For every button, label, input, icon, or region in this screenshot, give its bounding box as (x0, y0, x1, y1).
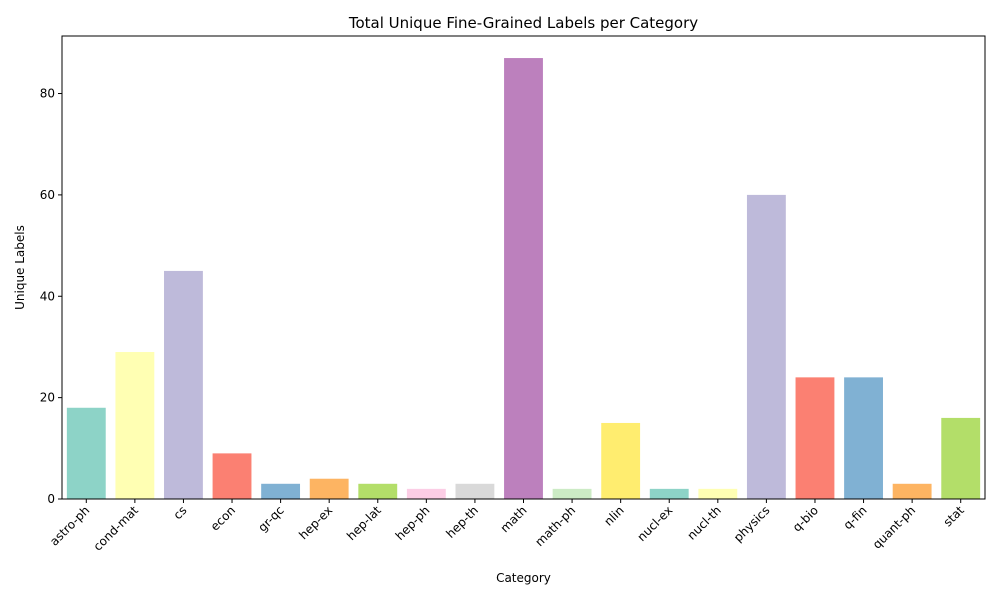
x-tick-label: physics (731, 503, 773, 545)
bar-econ (212, 453, 252, 499)
x-tick-label: hep-ex (296, 503, 335, 542)
x-tick-label: nucl-ex (635, 503, 676, 544)
bar-cs (164, 270, 203, 499)
x-tick-label: nucl-th (684, 503, 723, 542)
x-tick-label: nlin (601, 503, 626, 528)
bars-group (66, 58, 981, 500)
bar-hep-lat (358, 483, 398, 499)
bar-nucl-ex (649, 488, 689, 499)
bar-physics (746, 194, 786, 499)
x-tick-label: hep-lat (344, 503, 384, 543)
y-axis-label: Unique Labels (13, 225, 27, 310)
x-tick-label: cs (171, 503, 190, 522)
y-axis-ticks: 0 20 40 60 80 (40, 87, 62, 506)
bar-astro-ph (66, 407, 106, 499)
bar-stat (941, 417, 981, 499)
bar-nucl-th (698, 488, 738, 499)
bar-hep-th (455, 483, 495, 499)
x-tick-label: cond-mat (91, 503, 142, 554)
chart-title: Total Unique Fine-Grained Labels per Cat… (348, 14, 698, 32)
y-tick-label: 20 (40, 391, 55, 405)
bar-nlin (601, 422, 641, 499)
bar-q-bio (795, 377, 835, 499)
y-tick-label: 60 (40, 188, 55, 202)
x-tick-label: stat (941, 503, 967, 529)
bar-math-ph (552, 488, 592, 499)
plot-frame (61, 35, 986, 500)
x-tick-label: econ (208, 503, 238, 533)
bar-cond-mat (115, 352, 155, 499)
y-tick-label: 40 (40, 289, 55, 303)
x-tick-label: hep-ph (393, 503, 433, 543)
bar-hep-ph (406, 488, 446, 499)
bar-q-fin (844, 377, 883, 499)
x-tick-label: quant-ph (870, 503, 918, 551)
bar-math (504, 58, 543, 500)
x-tick-label: q-bio (790, 503, 821, 534)
x-tick-label: q-fin (841, 503, 870, 532)
x-tick-label: astro-ph (47, 503, 92, 548)
x-tick-label: math (498, 503, 530, 535)
bar-hep-ex (309, 478, 349, 499)
x-tick-label: hep-th (443, 503, 481, 541)
x-axis-label: Category (496, 571, 551, 585)
y-tick-label: 0 (47, 492, 55, 506)
x-tick-label: math-ph (532, 503, 578, 549)
bar-gr-qc (261, 483, 301, 499)
bar-quant-ph (892, 483, 932, 499)
y-tick-label: 80 (40, 87, 55, 101)
x-tick-label: gr-qc (255, 503, 286, 534)
